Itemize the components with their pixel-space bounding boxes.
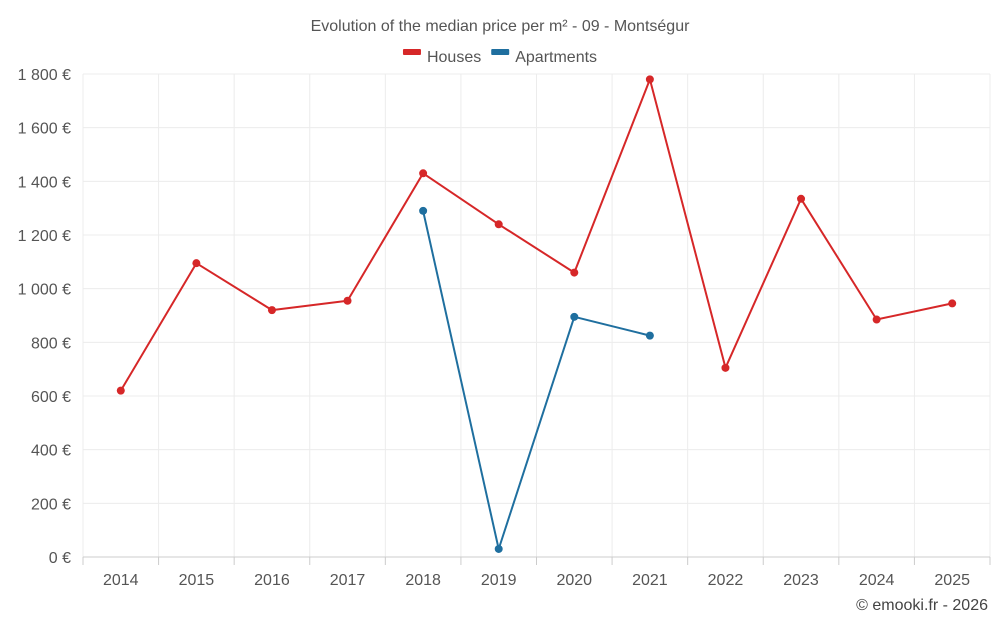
- series-line-houses: [119, 78, 953, 392]
- credit-text: © emooki.fr - 2026: [856, 597, 988, 614]
- x-tick-label: 2016: [254, 572, 290, 589]
- data-point-houses[interactable]: [797, 194, 806, 203]
- data-point-houses[interactable]: [872, 315, 881, 324]
- series-apartments: [419, 206, 654, 553]
- data-point-houses[interactable]: [116, 386, 125, 395]
- data-point-apartments[interactable]: [494, 544, 503, 553]
- y-tick-label: 1 400 €: [18, 174, 71, 191]
- legend-label: Apartments: [515, 49, 597, 66]
- legend-item-houses[interactable]: Houses: [402, 49, 481, 66]
- data-point-houses[interactable]: [570, 268, 579, 277]
- x-tick-label: 2018: [405, 572, 441, 589]
- x-tick-label: 2015: [179, 572, 215, 589]
- x-tick-label: 2014: [103, 572, 139, 589]
- series-line-apartments: [422, 210, 651, 550]
- data-point-apartments[interactable]: [419, 206, 428, 215]
- series-layer: [116, 75, 957, 553]
- legend: Houses Apartments: [402, 49, 597, 66]
- y-tick-label: 1 600 €: [18, 121, 71, 138]
- legend-label: Houses: [427, 49, 481, 66]
- data-point-houses[interactable]: [494, 220, 503, 229]
- data-point-houses[interactable]: [948, 299, 957, 308]
- data-point-apartments[interactable]: [570, 312, 579, 321]
- y-tick-label: 1 800 €: [18, 67, 71, 84]
- data-point-houses[interactable]: [343, 296, 352, 305]
- legend-swatch: [402, 49, 421, 55]
- y-axis: 0 € 200 € 400 € 600 € 800 € 1 000 € 1 200 € 1 4…: [18, 67, 71, 567]
- x-tick-label: 2024: [859, 572, 895, 589]
- y-tick-label: 600 €: [31, 389, 71, 406]
- series-houses: [116, 75, 957, 395]
- x-axis: 2014 2015 2016 2017 2018 2019 2020 2021 2022 2023…: [82, 556, 991, 589]
- chart-title: Evolution of the median price per m² - 0…: [311, 18, 691, 35]
- x-tick-label: 2023: [783, 572, 819, 589]
- x-tick-label: 2019: [481, 572, 517, 589]
- data-point-houses[interactable]: [267, 306, 276, 315]
- y-tick-label: 0 €: [49, 550, 71, 567]
- data-point-houses[interactable]: [721, 363, 730, 372]
- y-tick-label: 1 000 €: [18, 282, 71, 299]
- legend-item-apartments[interactable]: Apartments: [491, 49, 597, 66]
- data-point-houses[interactable]: [419, 169, 428, 178]
- x-tick-label: 2017: [330, 572, 366, 589]
- x-tick-label: 2025: [934, 572, 970, 589]
- data-point-houses[interactable]: [645, 75, 654, 84]
- y-tick-label: 200 €: [31, 496, 71, 513]
- y-tick-label: 1 200 €: [18, 228, 71, 245]
- y-tick-label: 800 €: [31, 335, 71, 352]
- data-point-houses[interactable]: [192, 259, 201, 268]
- x-tick-label: 2021: [632, 572, 668, 589]
- x-tick-label: 2022: [708, 572, 744, 589]
- y-tick-label: 400 €: [31, 443, 71, 460]
- grid: [82, 73, 991, 557]
- data-point-apartments[interactable]: [645, 331, 654, 340]
- legend-swatch: [491, 49, 510, 55]
- x-tick-label: 2020: [556, 572, 592, 589]
